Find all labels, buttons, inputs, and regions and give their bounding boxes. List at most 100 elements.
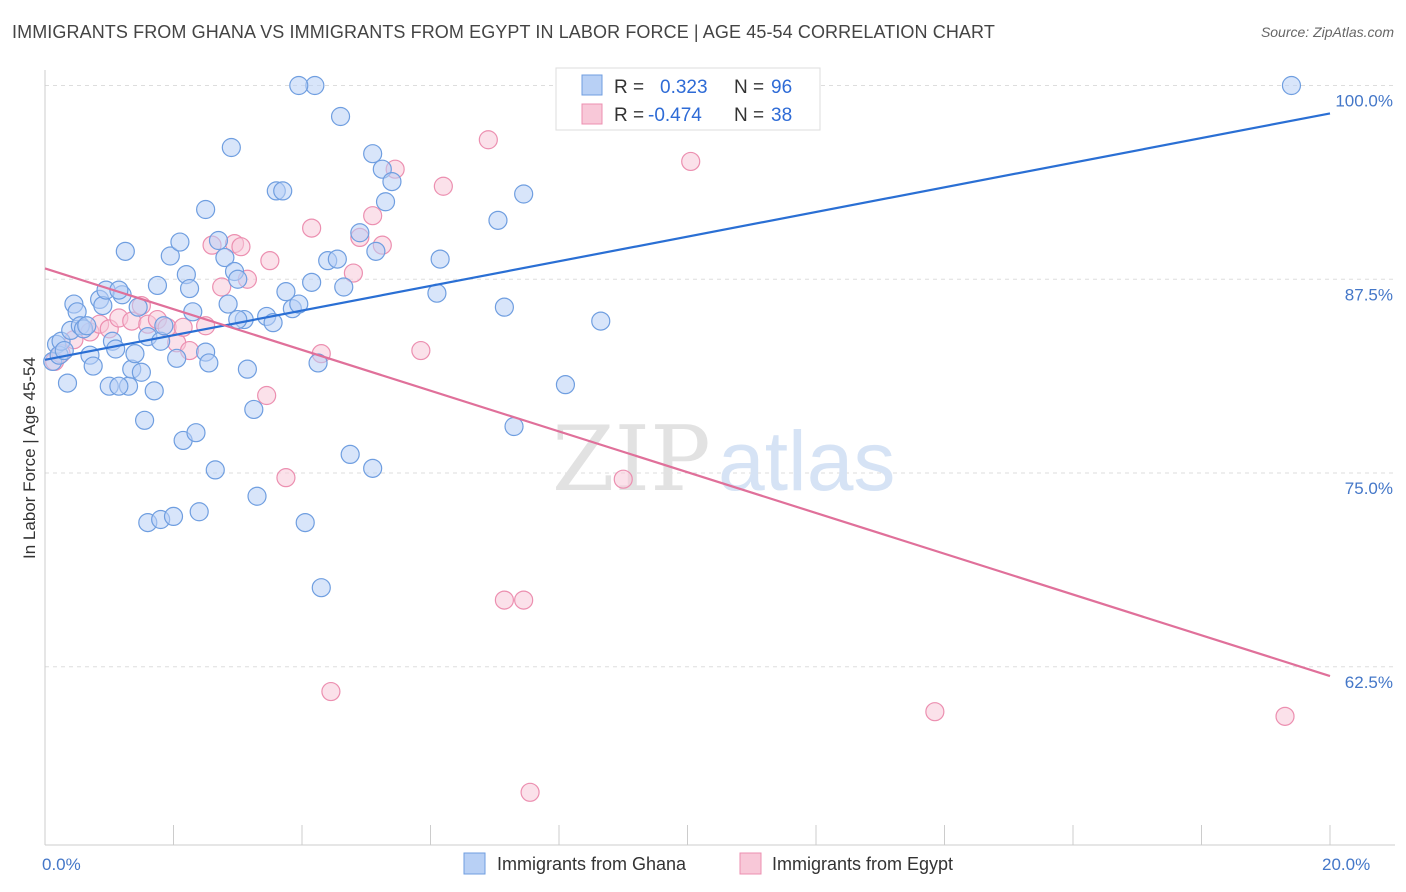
ghana-point-91: [115, 241, 135, 261]
bottom-legend-label-ghana: Immigrants from Ghana: [497, 854, 687, 874]
watermark: ZIP atlas: [552, 407, 895, 512]
ghana-point-90: [77, 316, 97, 336]
ghana-point-70: [366, 241, 386, 261]
egypt-point-31: [411, 340, 431, 361]
ghana-point-37: [179, 278, 200, 299]
ghana-point-57: [276, 282, 296, 302]
egypt-point-21: [257, 385, 277, 406]
egypt-point-40: [925, 702, 945, 722]
chart-title: IMMIGRANTS FROM GHANA VS IMMIGRANTS FROM…: [12, 22, 995, 42]
legend-r-value-egypt: -0.474: [648, 105, 702, 126]
egypt-point-19: [231, 237, 251, 257]
egypt-trend-line: [44, 267, 1331, 678]
legend-r-label-ghana: R =: [614, 77, 644, 98]
ghana-point-60: [295, 512, 315, 533]
watermark-zip: ZIP: [552, 407, 711, 512]
ghana-point-12: [83, 356, 103, 376]
ghana-point-54: [263, 313, 283, 333]
ghana-point-30: [151, 331, 171, 351]
bottom-legend-swatch-ghana: [463, 852, 486, 875]
egypt-point-24: [302, 218, 322, 238]
ghana-point-39: [186, 423, 206, 443]
ghana-point-67: [340, 444, 360, 464]
legend-n-value-ghana: 96: [771, 77, 792, 98]
ghana-point-28: [144, 381, 164, 401]
legend-swatch-egypt: [581, 103, 603, 125]
bottom-legend-label-egypt: Immigrants from Egypt: [772, 854, 953, 874]
ghana-point-43: [205, 460, 225, 480]
ghana-point-78: [221, 137, 241, 158]
ghana-point-65: [327, 249, 347, 269]
ghana-point-5: [57, 373, 78, 393]
egypt-point-37: [520, 782, 540, 802]
ghana-point-85: [488, 210, 508, 230]
ghana-point-42: [199, 353, 219, 373]
ghana-point-75: [330, 106, 351, 127]
ghana-point-44: [208, 230, 229, 251]
ghana-point-40: [189, 502, 209, 522]
legend: R = 0.323 N = 96 R = -0.474 N = 38: [555, 67, 821, 131]
egypt-point-33: [478, 130, 498, 150]
ghana-point-66: [334, 277, 354, 297]
ghana-point-27: [134, 410, 155, 430]
ghana-point-61: [302, 272, 322, 292]
ghana-point-86: [514, 184, 534, 204]
egypt-point-35: [514, 590, 534, 610]
ghana-point-84: [494, 297, 514, 317]
legend-r-value-ghana: 0.323: [660, 77, 708, 98]
bottom-legend-swatch-egypt: [739, 852, 762, 875]
y-tick-label-0: 62.5%: [1345, 673, 1393, 692]
y-tick-labels: 62.5% 75.0% 87.5% 100.0%: [1335, 92, 1393, 692]
egypt-point-22: [260, 251, 280, 271]
egypt-point-39: [681, 151, 701, 172]
y-axis-label: In Labor Force | Age 45-54: [20, 357, 39, 559]
bottom-legend: Immigrants from Ghana Immigrants from Eg…: [463, 852, 953, 875]
ghana-point-83: [430, 249, 450, 269]
ghana-point-72: [375, 192, 396, 212]
watermark-atlas: atlas: [718, 414, 895, 508]
ghana-point-92: [228, 309, 248, 330]
ghana-point-45: [215, 247, 235, 268]
x-tick-labels: 0.0% 20.0%: [42, 855, 1370, 874]
egypt-point-17: [212, 277, 232, 297]
ghana-point-69: [363, 458, 383, 478]
ghana-point-73: [382, 172, 402, 192]
ghana-point-79: [196, 199, 216, 220]
legend-n-label-ghana: N =: [734, 77, 764, 98]
ghana-point-34: [170, 232, 190, 252]
ghana-point-51: [244, 399, 264, 420]
egypt-point-23: [276, 468, 296, 488]
ghana-point-56: [273, 181, 293, 201]
egypt-point-41: [1275, 706, 1295, 726]
ghana-point-76: [305, 75, 325, 96]
ghana-point-33: [167, 348, 187, 368]
ghana-point-18: [106, 339, 126, 359]
ghana-point-74: [363, 144, 383, 164]
y-tick-label-1: 75.0%: [1345, 479, 1393, 498]
ghana-point-63: [311, 578, 331, 598]
source-label: Source: ZipAtlas.com: [1260, 24, 1394, 40]
ghana-point-24: [131, 362, 151, 382]
x-tick-label-min: 0.0%: [42, 855, 81, 874]
ghana-point-46: [218, 294, 238, 314]
ghana-point-48: [228, 269, 248, 289]
legend-r-label-egypt: R =: [614, 105, 644, 126]
ghana-point-77: [289, 75, 309, 96]
ghana-point-29: [147, 275, 168, 296]
egypt-point-28: [363, 206, 383, 226]
egypt-point-38: [613, 469, 633, 489]
ghana-trend-line: [44, 112, 1331, 361]
legend-n-value-egypt: 38: [771, 105, 792, 126]
y-tick-label-2: 87.5%: [1345, 285, 1393, 304]
ghana-point-95: [163, 506, 184, 527]
axes: [44, 70, 1395, 846]
egypt-point-36: [321, 681, 341, 702]
ghana-point-32: [160, 246, 180, 266]
egypt-point-32: [433, 176, 453, 196]
ghana-point-59: [289, 294, 309, 314]
ghana-point-89: [591, 311, 611, 331]
ghana-point-52: [247, 486, 267, 506]
legend-swatch-ghana: [581, 74, 603, 96]
egypt-point-34: [494, 590, 514, 610]
